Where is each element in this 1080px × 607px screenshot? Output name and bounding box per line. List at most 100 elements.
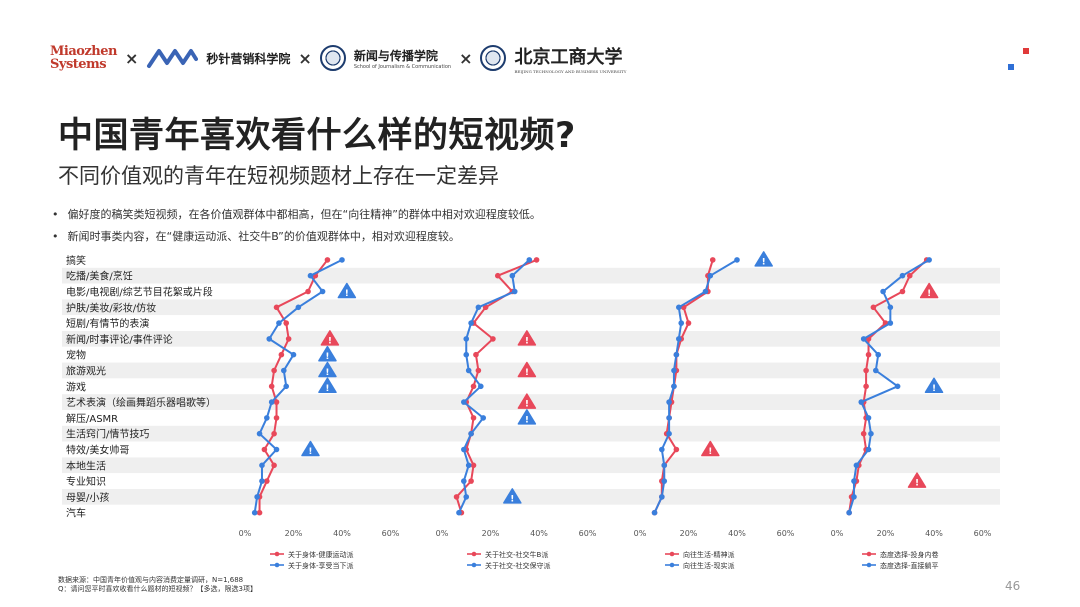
data-point: [873, 367, 879, 374]
category-label: 搞笑: [66, 254, 86, 267]
data-point: [659, 494, 665, 500]
category-label: 本地生活: [66, 459, 106, 472]
legend-label: 态度选择-投身内卷: [880, 550, 939, 559]
page-title: 中国青年喜欢看什么样的短视频?: [58, 116, 576, 156]
data-point: [273, 399, 280, 405]
legend-marker: [274, 562, 280, 568]
legend-label: 关于身体-健康运动派: [288, 550, 354, 559]
row-band: [62, 299, 1000, 316]
legend-label: 关于社交-社交保守派: [485, 561, 551, 570]
legend-marker: [669, 562, 675, 568]
warning-icon: [318, 361, 337, 378]
data-point: [482, 304, 489, 311]
data-point: [264, 415, 270, 421]
data-point: [278, 351, 285, 358]
row-band: [62, 504, 1000, 521]
data-point: [271, 430, 277, 437]
legend-marker: [274, 551, 280, 557]
warning-icon-mark: !: [525, 336, 529, 346]
category-label: 游戏: [66, 380, 86, 393]
data-point: [268, 399, 275, 405]
x-tick-label: 60%: [777, 529, 795, 538]
data-point: [860, 430, 867, 437]
warning-icon: [754, 251, 773, 267]
data-point: [468, 430, 474, 437]
data-point: [865, 351, 872, 358]
data-point: [490, 336, 496, 342]
x-tick-label: 40%: [333, 529, 351, 538]
data-point: [899, 288, 906, 295]
warning-icon: [337, 282, 357, 299]
miaozhen-academy-logo-text: 秒针营销科学院: [206, 51, 291, 66]
legend-marker: [471, 562, 477, 568]
data-point: [685, 320, 692, 326]
x-tick-label: 0%: [831, 529, 844, 538]
data-point: [283, 320, 290, 326]
data-point: [276, 320, 282, 326]
data-point: [671, 367, 677, 374]
x-tick-label: 20%: [285, 529, 303, 538]
data-point: [456, 509, 462, 516]
data-point: [461, 399, 467, 405]
data-point: [533, 257, 540, 263]
data-point: [468, 320, 474, 326]
data-point: [673, 351, 680, 358]
data-point: [254, 494, 260, 500]
x-tick-label: 60%: [579, 529, 597, 538]
data-point: [295, 304, 302, 311]
warning-icon: [318, 345, 337, 362]
data-point: [283, 383, 290, 390]
x-tick-label: 20%: [877, 529, 895, 538]
data-point: [264, 478, 270, 484]
data-point: [863, 383, 869, 390]
data-point: [465, 462, 472, 469]
data-point: [259, 478, 265, 484]
header-logos: Miaozhen Systems × 秒针营销科学院 × 新闻与传播学院 Sch…: [50, 40, 626, 76]
data-point: [494, 272, 501, 279]
row-band: [62, 473, 1000, 489]
x-tick-label: 60%: [974, 529, 992, 538]
category-label: 护肤/美妆/彩妆/仿妆: [66, 301, 156, 314]
data-point: [470, 462, 477, 469]
data-point: [526, 257, 533, 263]
data-point: [473, 351, 479, 358]
warning-icon: [503, 488, 522, 504]
source-note: 数据来源：中国青年价值观与内容消费定量调研，N=1,688 Q：请问您平时喜欢收…: [58, 576, 257, 593]
warning-icon-mark: !: [325, 384, 329, 394]
data-point: [870, 304, 877, 311]
category-label: 生活窍门/情节技巧: [66, 428, 149, 441]
row-band: [62, 283, 1000, 300]
legend-marker: [866, 562, 872, 568]
data-point: [865, 446, 872, 453]
category-label: 专业知识: [66, 475, 106, 488]
row-band: [62, 315, 1000, 331]
legend-label: 向往生活-精神派: [683, 550, 735, 559]
warning-icon-mark: !: [927, 289, 931, 299]
warning-icon: [919, 282, 939, 299]
bullet-list: 偏好度的稿笑类短视频，在各价值观群体中都相高，但在“向往精神”的群体中相对欢迎程…: [52, 204, 541, 248]
data-point: [281, 367, 287, 374]
category-label: 解压/ASMR: [66, 412, 118, 425]
data-point: [259, 462, 265, 469]
data-point: [461, 478, 467, 484]
warning-icon-mark: !: [525, 415, 529, 425]
data-point: [863, 367, 869, 374]
data-point: [461, 446, 467, 453]
data-point: [846, 509, 852, 516]
warning-icon-mark: !: [525, 368, 529, 378]
data-point: [324, 257, 331, 263]
data-point: [305, 288, 311, 295]
school-seal-icon: [319, 45, 346, 71]
x-tick-label: 20%: [482, 529, 500, 538]
decor-square-blue: [1008, 64, 1014, 70]
category-label: 新闻/时事评论/事件评论: [66, 333, 173, 346]
data-point: [261, 446, 268, 453]
logo-separator: ×: [124, 48, 139, 68]
data-point: [926, 257, 932, 263]
data-point: [480, 415, 487, 421]
data-point: [851, 494, 857, 500]
category-label: 母婴/小孩: [66, 491, 109, 504]
warning-icon-mark: !: [762, 257, 766, 267]
legend-marker: [471, 551, 477, 557]
